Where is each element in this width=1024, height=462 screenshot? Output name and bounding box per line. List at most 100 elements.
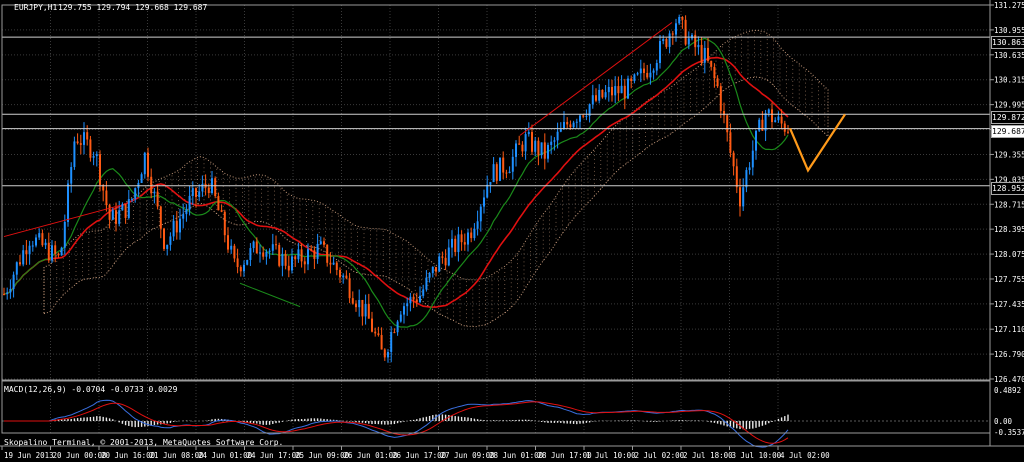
candle-body bbox=[575, 121, 578, 123]
candle-body bbox=[115, 210, 117, 224]
symbol-label: EURJPY,H1 bbox=[14, 3, 58, 12]
price-tick-label: 128.395 bbox=[994, 225, 1024, 234]
candle-body bbox=[179, 218, 181, 233]
candle-body bbox=[214, 178, 217, 197]
candle-body bbox=[646, 72, 649, 78]
candle-body bbox=[591, 95, 594, 105]
ma-red-line bbox=[3, 56, 789, 308]
candle-body bbox=[374, 331, 377, 334]
candle-body bbox=[99, 154, 101, 186]
candle-body bbox=[457, 234, 460, 253]
candle-body bbox=[601, 89, 604, 98]
candle-body bbox=[195, 188, 197, 197]
copyright-text: Skopalino Terminal, © 2001-2013, MetaQuo… bbox=[4, 438, 284, 447]
candle-body bbox=[665, 39, 668, 47]
price-tick-label: 126.470 bbox=[994, 375, 1024, 384]
candle-body bbox=[271, 244, 274, 251]
moving-averages bbox=[3, 37, 789, 328]
candle-body bbox=[710, 60, 713, 67]
candle-body bbox=[444, 257, 447, 266]
candle-body bbox=[633, 74, 636, 82]
candle-body bbox=[636, 73, 639, 75]
ichimoku-cloud bbox=[43, 29, 829, 328]
candle-body bbox=[265, 251, 268, 257]
candle-body bbox=[620, 85, 623, 94]
candle-body bbox=[111, 210, 114, 220]
price-tag-upper: 129.872 bbox=[991, 111, 1024, 124]
candle-body bbox=[339, 269, 341, 278]
candle-body bbox=[419, 295, 421, 303]
candle-body bbox=[31, 245, 34, 247]
time-tick-label: 4 Jul 02:00 bbox=[780, 451, 830, 460]
candle-body bbox=[716, 78, 719, 87]
candle-body bbox=[489, 182, 492, 185]
candle-body bbox=[300, 249, 303, 262]
candle-body bbox=[185, 209, 188, 215]
candle-body bbox=[236, 258, 239, 268]
candle-body bbox=[166, 244, 169, 249]
candle-body bbox=[76, 141, 79, 144]
candle-body bbox=[460, 234, 463, 243]
candle-body bbox=[707, 47, 709, 61]
candle-body bbox=[617, 86, 620, 94]
candle-body bbox=[572, 122, 575, 128]
time-tick-label: 20 Jun 00:00 bbox=[53, 451, 108, 460]
grid-lines bbox=[2, 4, 990, 433]
candle-body bbox=[243, 264, 245, 272]
candle-body bbox=[767, 109, 770, 114]
candle-body bbox=[505, 172, 508, 174]
candle-body bbox=[284, 253, 287, 266]
candle-body bbox=[726, 115, 729, 133]
candle-body bbox=[358, 299, 361, 308]
candle-body bbox=[57, 253, 60, 256]
candle-body bbox=[511, 156, 514, 172]
candle-body bbox=[623, 85, 626, 99]
candle-body bbox=[140, 174, 143, 183]
candle-body bbox=[607, 86, 610, 93]
price-tick-label: 127.110 bbox=[994, 325, 1024, 334]
candle-body bbox=[239, 267, 242, 272]
candle-body bbox=[527, 132, 530, 135]
candle-body bbox=[323, 241, 325, 245]
candle-body bbox=[255, 241, 258, 254]
candle-body bbox=[19, 262, 21, 265]
candle-body bbox=[675, 23, 677, 35]
candle-body bbox=[652, 70, 655, 73]
candle-body bbox=[51, 245, 53, 261]
candle-body bbox=[188, 195, 191, 210]
candle-body bbox=[556, 131, 559, 141]
candle-body bbox=[275, 244, 277, 246]
candle-body bbox=[79, 143, 82, 145]
candle-body bbox=[627, 78, 629, 99]
candle-body bbox=[105, 190, 108, 206]
candle-body bbox=[438, 256, 441, 272]
candle-body bbox=[579, 115, 581, 122]
candle-body bbox=[521, 144, 524, 152]
candle-body bbox=[348, 278, 351, 299]
candle-body bbox=[345, 275, 348, 279]
candle-body bbox=[307, 249, 309, 265]
candle-body bbox=[12, 274, 15, 289]
macd-title: MACD(12,26,9) -0.0704 -0.0733 0.0029 bbox=[4, 385, 178, 394]
candle-body bbox=[495, 164, 498, 181]
candle-body bbox=[252, 241, 255, 249]
candle-body bbox=[787, 131, 789, 133]
candle-body bbox=[569, 124, 572, 128]
candle-body bbox=[406, 303, 409, 307]
candle-body bbox=[678, 17, 681, 24]
candle-body bbox=[783, 123, 786, 132]
candle-body bbox=[38, 233, 41, 238]
candle-body bbox=[326, 244, 329, 263]
candle-body bbox=[780, 116, 783, 124]
candle-body bbox=[755, 130, 757, 151]
price-tick-label: 130.955 bbox=[994, 26, 1024, 35]
candle-body bbox=[310, 249, 313, 251]
candle-body bbox=[611, 86, 613, 96]
candle-body bbox=[361, 299, 364, 317]
candle-body bbox=[451, 238, 453, 248]
candle-body bbox=[694, 34, 697, 48]
candle-body bbox=[134, 188, 137, 199]
